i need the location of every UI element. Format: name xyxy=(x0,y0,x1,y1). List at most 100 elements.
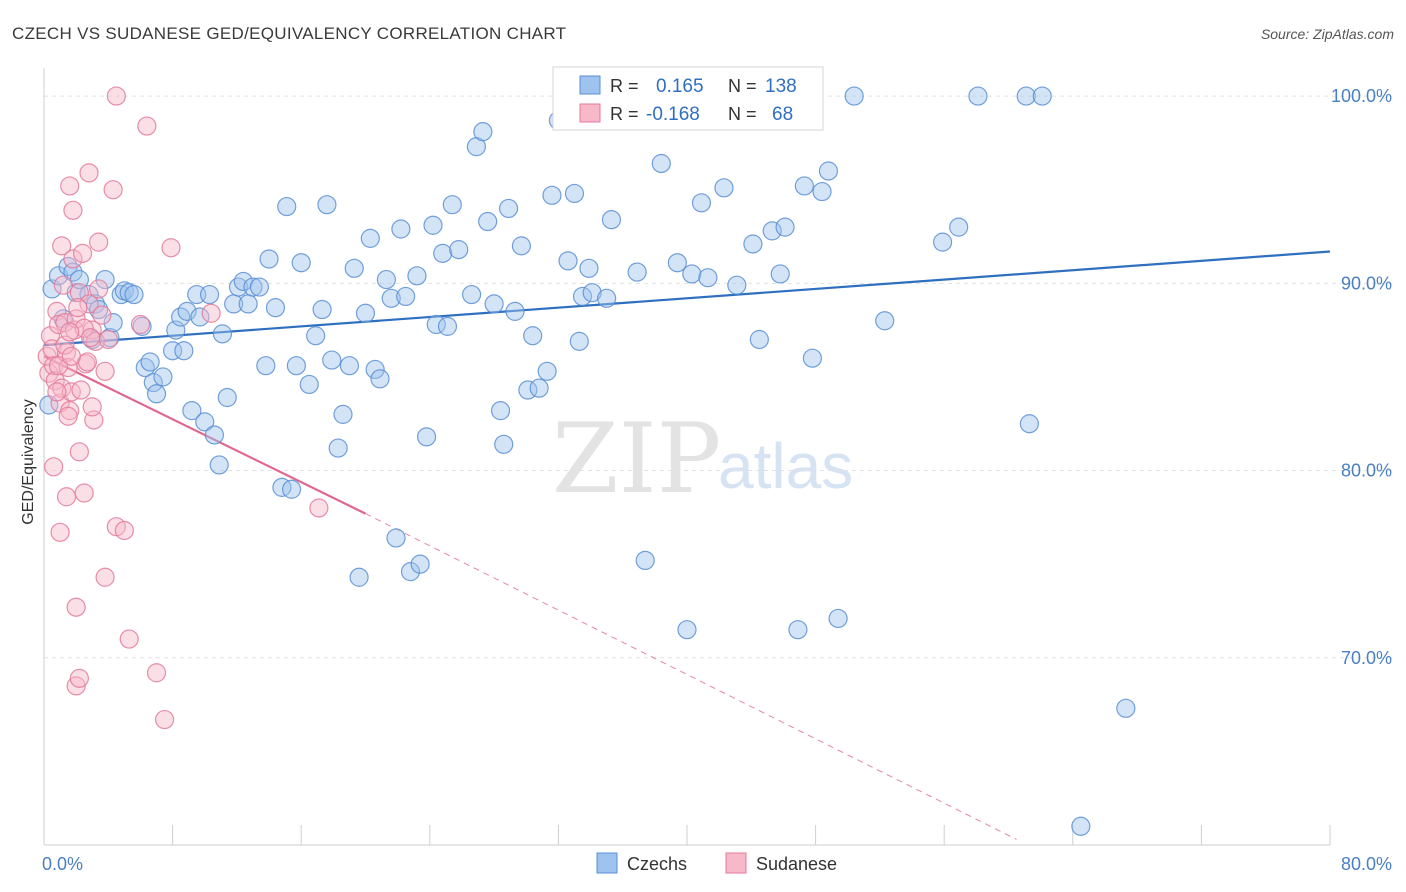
czech-point-98 xyxy=(569,331,589,351)
czech-point-114 xyxy=(727,275,747,295)
czech-point-45 xyxy=(265,298,286,318)
y-axis-label: GED/Equivalency xyxy=(20,399,37,524)
czech-point-46 xyxy=(272,477,292,497)
czech-point-57 xyxy=(333,404,353,424)
sudanese-point-44 xyxy=(119,629,139,649)
czech-point-30 xyxy=(190,307,210,327)
czech-point-31 xyxy=(195,412,215,432)
czech-point-101 xyxy=(582,283,602,303)
czech-point-53 xyxy=(312,299,332,320)
sudanese-point-55 xyxy=(201,303,221,323)
sudanese-trend-extension xyxy=(365,513,1017,840)
czech-point-128 xyxy=(932,232,953,252)
sudanese-point-37 xyxy=(79,163,99,183)
czech-point-127 xyxy=(875,311,895,331)
sudanese-point-28 xyxy=(98,329,118,350)
czech-point-124 xyxy=(818,161,839,181)
czech-point-42 xyxy=(249,277,270,297)
czech-point-126 xyxy=(844,86,864,106)
czech-point-110 xyxy=(682,264,702,284)
sudanese-point-66 xyxy=(47,382,67,402)
legend-n-value-czechs: 138 xyxy=(765,76,797,97)
czech-point-120 xyxy=(788,620,808,640)
czech-point-84 xyxy=(484,294,504,314)
czech-point-36 xyxy=(217,387,237,408)
czech-point-125 xyxy=(828,608,848,629)
czech-point-65 xyxy=(376,269,396,290)
bottom-legend: Czechs Sudanese xyxy=(596,852,837,874)
czech-point-51 xyxy=(299,374,319,395)
chart-title: CZECH VS SUDANESE GED/EQUIVALENCY CORREL… xyxy=(12,24,566,43)
czech-point-21 xyxy=(146,384,167,404)
czech-point-9 xyxy=(89,299,109,320)
trend-lines xyxy=(43,250,1331,840)
legend-r-value-sudanese: -0.168 xyxy=(646,104,700,125)
czech-point-92 xyxy=(529,378,549,398)
czech-point-59 xyxy=(344,258,364,278)
czech-point-135 xyxy=(1071,816,1091,836)
czech-point-62 xyxy=(360,228,380,248)
czech-point-105 xyxy=(627,262,647,282)
x-tick-labels: 0.0% 80.0% xyxy=(42,854,1392,874)
czech-point-40 xyxy=(238,294,258,314)
czech-point-72 xyxy=(410,554,430,574)
sudanese-trend-line xyxy=(43,355,366,515)
czech-point-103 xyxy=(601,210,622,230)
czech-point-78 xyxy=(442,195,462,215)
czech-point-28 xyxy=(182,401,202,421)
watermark-atlas: atlas xyxy=(718,430,853,502)
sudanese-point-26 xyxy=(92,305,112,325)
czech-point-83 xyxy=(478,211,498,232)
sudanese-point-30 xyxy=(50,522,70,542)
sudanese-point-39 xyxy=(89,232,109,252)
czech-point-94 xyxy=(542,185,562,205)
czech-point-122 xyxy=(802,348,822,368)
watermark: ZIP atlas xyxy=(552,403,853,515)
sudanese-point-43 xyxy=(114,520,134,541)
sudanese-point-34 xyxy=(66,597,86,617)
sudanese-point-16 xyxy=(63,249,83,269)
czech-point-79 xyxy=(449,240,469,260)
czech-point-85 xyxy=(490,401,511,421)
axes xyxy=(43,68,1331,846)
czech-point-76 xyxy=(433,243,453,263)
legend-swatch-czechs xyxy=(579,75,601,95)
czech-point-106 xyxy=(635,550,655,571)
sudanese-point-56 xyxy=(309,498,329,518)
czech-trend-line xyxy=(43,250,1331,347)
czech-point-121 xyxy=(794,176,814,196)
bottom-legend-czechs: Czechs xyxy=(627,854,687,874)
sudanese-point-36 xyxy=(74,483,94,503)
czech-point-47 xyxy=(277,196,297,217)
czech-point-111 xyxy=(691,193,712,213)
czech-point-58 xyxy=(339,356,360,376)
sudanese-point-11 xyxy=(55,313,75,333)
sudanese-point-22 xyxy=(79,294,99,314)
czech-point-22 xyxy=(153,367,173,387)
sudanese-point-31 xyxy=(56,487,77,507)
czech-point-61 xyxy=(355,303,376,323)
czech-point-48 xyxy=(281,479,302,499)
czech-point-113 xyxy=(714,178,734,198)
czech-point-67 xyxy=(386,528,406,548)
czech-point-68 xyxy=(391,219,411,239)
sudanese-point-25 xyxy=(89,279,109,299)
y-tick-labels: 70.0% 80.0% 90.0% 100.0% xyxy=(1331,86,1392,668)
sudanese-point-48 xyxy=(154,709,175,730)
czech-point-19 xyxy=(140,352,160,372)
czech-point-93 xyxy=(537,361,557,381)
czech-point-52 xyxy=(306,326,326,346)
sudanese-point-53 xyxy=(74,318,94,338)
czech-point-66 xyxy=(381,288,401,308)
czech-point-134 xyxy=(1116,698,1136,718)
czech-point-64 xyxy=(370,369,390,389)
czech-point-131 xyxy=(1016,86,1036,106)
czech-point-34 xyxy=(209,455,229,475)
czech-point-60 xyxy=(349,567,369,587)
czech-point-16 xyxy=(124,284,144,305)
sudanese-point-4 xyxy=(44,356,64,376)
sudanese-point-60 xyxy=(77,352,98,372)
y-tick-label-0: 70.0% xyxy=(1341,648,1392,668)
legend-n-label-sudanese: N = xyxy=(728,104,757,124)
